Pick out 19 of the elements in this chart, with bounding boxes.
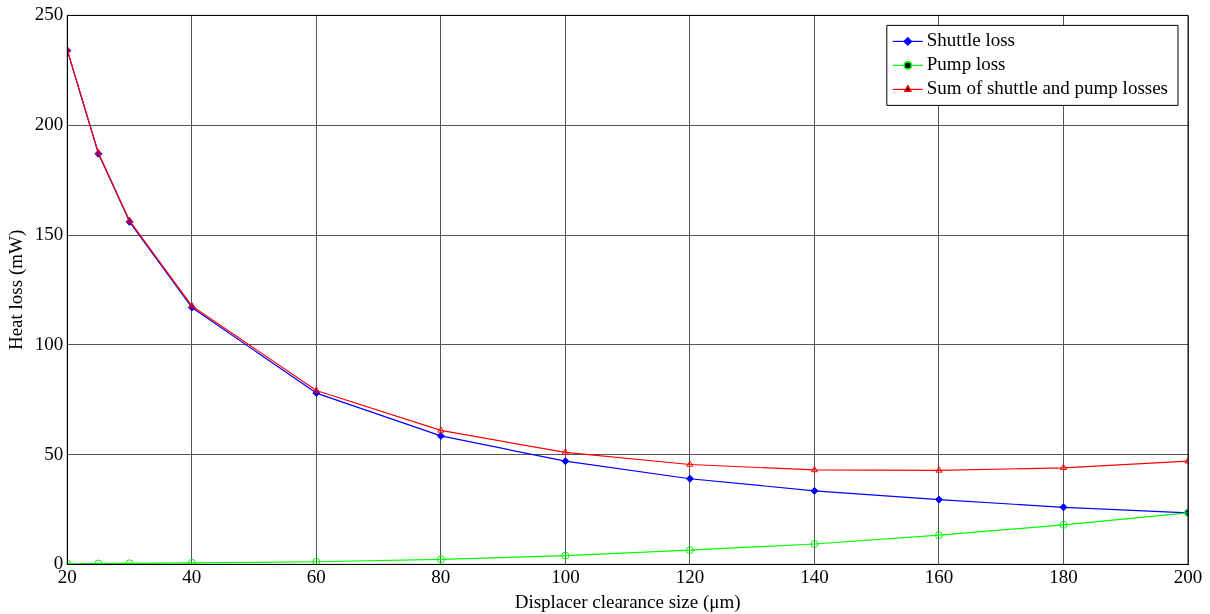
y-tick-label: 250 (34, 3, 64, 25)
x-tick-label: 180 (1049, 565, 1078, 587)
y-tick-label: 150 (34, 222, 64, 244)
legend-label: Shuttle loss (926, 29, 1015, 51)
x-tick-label: 120 (675, 565, 705, 587)
x-tick-label: 160 (924, 565, 954, 587)
x-tick-label: 100 (551, 565, 580, 587)
y-tick-label: 200 (34, 113, 64, 135)
legend-label: Pump loss (926, 53, 1006, 75)
x-axis-title: Displacer clearance size (μm) (514, 590, 741, 613)
y-tick-label: 100 (34, 332, 64, 354)
x-tick-label: 40 (182, 565, 202, 587)
legend-label: Sum of shuttle and pump losses (926, 77, 1169, 99)
x-tick-label: 140 (800, 565, 829, 587)
y-tick-label: 50 (44, 442, 64, 464)
y-axis-title: Heat loss (mW) (5, 229, 28, 351)
x-tick-label: 80 (431, 565, 451, 587)
x-tick-label: 200 (1173, 565, 1203, 587)
x-tick-label: 60 (306, 565, 326, 587)
